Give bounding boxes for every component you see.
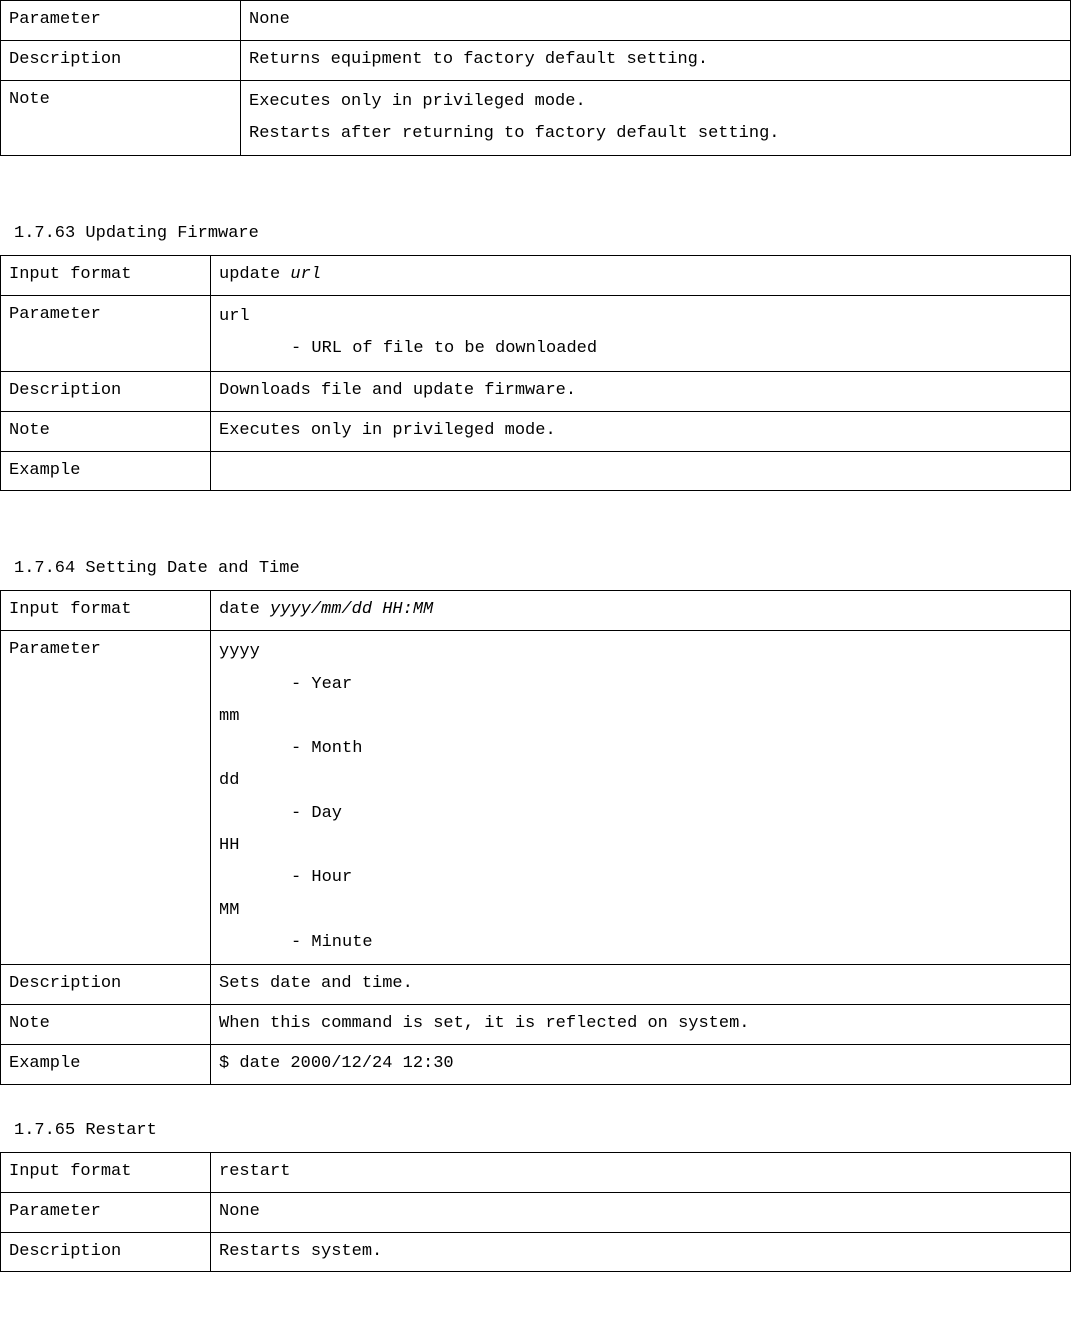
table-row: Parameter yyyy - Year mm - Month dd - Da… <box>1 631 1071 965</box>
table-row: Input format restart <box>1 1152 1071 1192</box>
row-label: Input format <box>1 591 211 631</box>
param-name: dd <box>219 765 1062 797</box>
row-value: yyyy - Year mm - Month dd - Day HH - Hou… <box>211 631 1071 965</box>
table-row: Note Executes only in privileged mode. R… <box>1 80 1071 156</box>
input-format-prefix: update <box>219 265 290 284</box>
row-value: Downloads file and update firmware. <box>211 371 1071 411</box>
row-value: date yyyy/mm/dd HH:MM <box>211 591 1071 631</box>
param-desc: - Month <box>219 733 1062 765</box>
param-name: yyyy <box>219 636 1062 668</box>
param-desc: - Year <box>219 669 1062 701</box>
row-value: Executes only in privileged mode. Restar… <box>241 80 1071 156</box>
row-value: restart <box>211 1152 1071 1192</box>
row-value: Restarts system. <box>211 1232 1071 1272</box>
table-row: Parameter url - URL of file to be downlo… <box>1 296 1071 372</box>
table-row: Description Returns equipment to factory… <box>1 40 1071 80</box>
param-name: MM <box>219 895 1062 927</box>
row-value: update url <box>211 256 1071 296</box>
row-value: Sets date and time. <box>211 965 1071 1005</box>
param-name: url <box>219 301 1062 333</box>
row-label: Parameter <box>1 631 211 965</box>
param-desc: - Hour <box>219 862 1062 894</box>
row-value: Returns equipment to factory default set… <box>241 40 1071 80</box>
input-format-italic: url <box>290 265 321 284</box>
note-line: Restarts after returning to factory defa… <box>249 118 1062 150</box>
row-value: Executes only in privileged mode. <box>211 411 1071 451</box>
row-label: Description <box>1 1232 211 1272</box>
row-value: None <box>211 1192 1071 1232</box>
row-value: url - URL of file to be downloaded <box>211 296 1071 372</box>
row-value: $ date 2000/12/24 12:30 <box>211 1044 1071 1084</box>
input-format-prefix: date <box>219 600 270 619</box>
row-value: When this command is set, it is reflecte… <box>211 1005 1071 1045</box>
command-table-restart: Input format restart Parameter None Desc… <box>0 1152 1071 1273</box>
section-heading-1764: 1.7.64 Setting Date and Time <box>0 547 1071 590</box>
row-label: Note <box>1 1005 211 1045</box>
row-label: Example <box>1 1044 211 1084</box>
row-label: Description <box>1 40 241 80</box>
table-row: Description Sets date and time. <box>1 965 1071 1005</box>
table-row: Parameter None <box>1 1192 1071 1232</box>
table-row: Description Downloads file and update fi… <box>1 371 1071 411</box>
row-label: Parameter <box>1 1 241 41</box>
table-row: Parameter None <box>1 1 1071 41</box>
param-desc: - Minute <box>219 927 1062 959</box>
table-row: Example <box>1 451 1071 491</box>
row-label: Input format <box>1 1152 211 1192</box>
param-desc: - URL of file to be downloaded <box>219 333 1062 365</box>
row-label: Note <box>1 80 241 156</box>
row-label: Input format <box>1 256 211 296</box>
table-row: Note When this command is set, it is ref… <box>1 1005 1071 1045</box>
table-row: Input format date yyyy/mm/dd HH:MM <box>1 591 1071 631</box>
section-heading-1763: 1.7.63 Updating Firmware <box>0 212 1071 255</box>
table-row: Note Executes only in privileged mode. <box>1 411 1071 451</box>
param-name: mm <box>219 701 1062 733</box>
command-table-updating-firmware: Input format update url Parameter url - … <box>0 255 1071 491</box>
command-table-factory-default: Parameter None Description Returns equip… <box>0 0 1071 156</box>
row-label: Parameter <box>1 296 211 372</box>
row-label: Parameter <box>1 1192 211 1232</box>
row-label: Description <box>1 965 211 1005</box>
row-label: Note <box>1 411 211 451</box>
spacer <box>0 1085 1071 1109</box>
table-row: Description Restarts system. <box>1 1232 1071 1272</box>
command-table-setting-date-time: Input format date yyyy/mm/dd HH:MM Param… <box>0 590 1071 1085</box>
row-value: None <box>241 1 1071 41</box>
spacer <box>0 156 1071 212</box>
row-label: Description <box>1 371 211 411</box>
section-heading-1765: 1.7.65 Restart <box>0 1109 1071 1152</box>
input-format-italic: yyyy/mm/dd HH:MM <box>270 600 433 619</box>
table-row: Example $ date 2000/12/24 12:30 <box>1 1044 1071 1084</box>
spacer <box>0 491 1071 547</box>
param-desc: - Day <box>219 798 1062 830</box>
row-label: Example <box>1 451 211 491</box>
note-line: Executes only in privileged mode. <box>249 86 1062 118</box>
table-row: Input format update url <box>1 256 1071 296</box>
param-name: HH <box>219 830 1062 862</box>
row-value <box>211 451 1071 491</box>
